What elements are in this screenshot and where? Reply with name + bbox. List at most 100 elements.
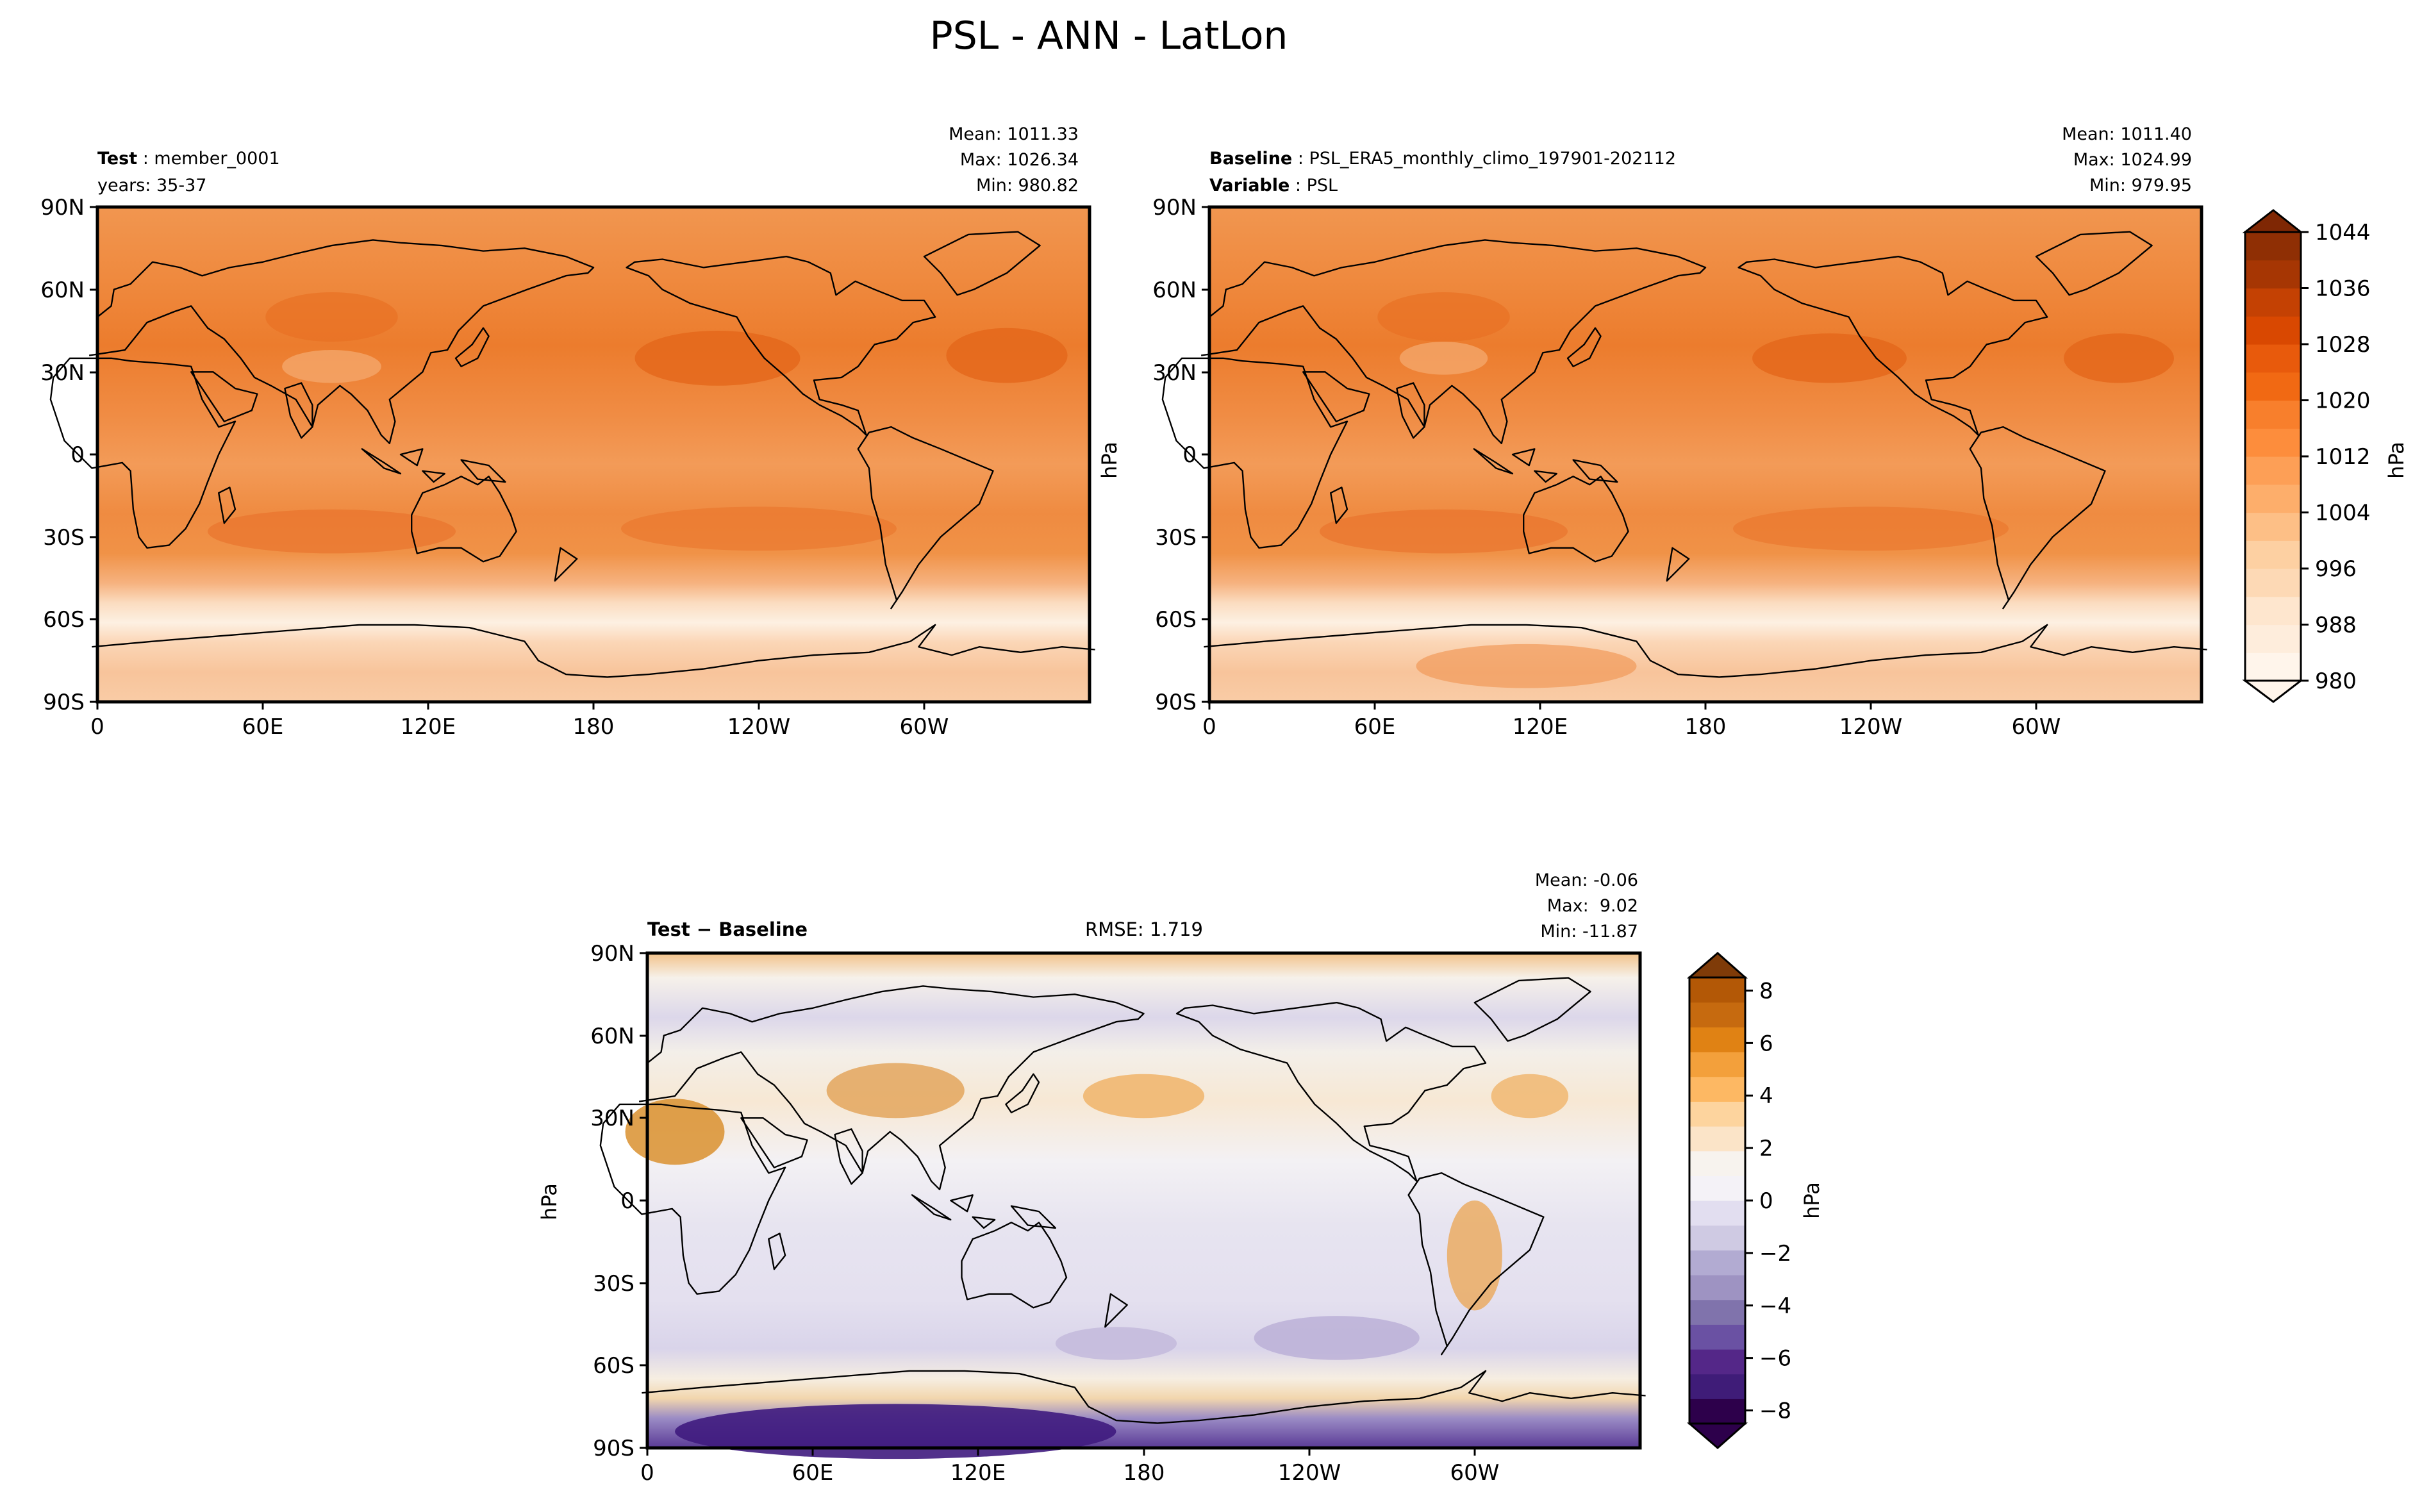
test-min: Min: 980.82 [976,176,1079,195]
baseline-label-colon: : [1292,149,1309,169]
test-xtick-label: 120W [727,714,791,740]
baseline-variable-value: PSL [1307,176,1338,195]
diff-ytick-label: 60N [590,1024,635,1049]
test-label: Test : member_0001 [97,149,280,169]
test-label-value: member_0001 [154,149,279,169]
baseline-xtick-label: 0 [1202,714,1216,740]
diff-panel: Test − Baseline RMSE: 1.719 Mean: -0.06 … [537,870,1646,1486]
baseline-xtick-label: 120W [1839,714,1903,740]
baseline-ytick-label: 0 [1182,442,1197,468]
diff-colorbar-level [1689,1101,1745,1127]
psl-colorbar-level [2245,456,2301,485]
diff-colorbar-level [1689,1052,1745,1077]
diff-colorbar-level [1689,1299,1745,1325]
diff-anom-antarctica [675,1404,1116,1459]
diff-colorbar-levels [1689,977,1745,1424]
test-ytick-label: 30N [40,360,85,386]
baseline-xtick-label: 120E [1513,714,1568,740]
diff-ytick-label: 60S [593,1353,635,1379]
psl-colorbar-tick-label: 1044 [2315,220,2371,245]
diff-colorbar-unit: hPa [1800,1182,1824,1219]
diff-colorbar-level [1689,1399,1745,1424]
test-xtick-label: 60W [900,714,949,740]
diff-ytick-label: 30N [590,1106,635,1131]
diff-colorbar-level [1689,1374,1745,1399]
test-ytick-label: 30S [43,525,85,551]
psl-colorbar-level [2245,624,2301,653]
diff-colorbar-level [1689,1275,1745,1300]
diff-y-axis: 90N 60N 30N 0 30S 60S 90S [590,941,647,1461]
baseline-variable-bold: Variable [1209,176,1290,195]
baseline-xtick-label: 180 [1685,714,1727,740]
psl-colorbar-level [2245,372,2301,401]
test-xtick-label: 60E [242,714,284,740]
diff-mean: Mean: -0.06 [1535,870,1638,890]
diff-xtick-label: 180 [1124,1460,1165,1486]
diff-anom-n-africa [625,1099,725,1165]
diff-anom-s-pacific [1254,1316,1420,1360]
diff-anom-s-america [1447,1200,1502,1311]
psl-colorbar-level [2245,400,2301,429]
test-tibet-low [282,350,381,383]
baseline-variable: Variable : PSL [1209,176,1338,195]
diff-colorbar-level [1689,1200,1745,1226]
diff-xtick-label: 60E [792,1460,834,1486]
baseline-xtick-label: 60E [1354,714,1396,740]
psl-colorbar-level [2245,288,2301,317]
diff-min: Min: -11.87 [1540,922,1638,942]
diff-ytick-label: 90S [593,1436,635,1461]
test-xtick-label: 120E [401,714,456,740]
diff-colorbar-tick-label: 4 [1759,1083,1773,1109]
baseline-xtick-label: 60W [2012,714,2061,740]
baseline-ytick-label: 90S [1155,690,1197,715]
test-high-s-pacific [621,506,897,551]
diff-colorbar-tick-label: −4 [1759,1293,1791,1319]
diff-x-axis: 0 60E 120E 180 120W 60W [640,1448,1499,1486]
test-xtick-label: 0 [90,714,104,740]
diff-colorbar-level [1689,977,1745,1003]
baseline-max: Max: 1024.99 [2073,150,2192,170]
diff-colorbar-tick-label: −2 [1759,1241,1791,1267]
baseline-variable-colon: : [1290,176,1306,195]
test-ytick-label: 60N [40,278,85,303]
psl-colorbar-tick-label: 1028 [2315,332,2371,358]
psl-colorbar-ticks: 980 988 996 1004 1012 1020 1028 1036 1044 [2301,220,2371,694]
diff-colorbar-max-extend [1686,952,1748,979]
baseline-high-s-indian [1320,509,1568,554]
baseline-ytick-label: 60N [1152,278,1197,303]
baseline-x-axis: 0 60E 120E 180 120W 60W [1202,702,2061,740]
diff-colorbar-tick-label: 6 [1759,1031,1773,1056]
baseline-label-value: PSL_ERA5_monthly_climo_197901-202112 [1309,149,1677,169]
diff-colorbar-ticks: −8 −6 −4 −2 0 2 4 6 8 [1745,978,1791,1424]
test-high-n-pacific [635,331,800,386]
test-years: years: 35-37 [97,176,206,195]
psl-colorbar-level [2245,260,2301,289]
diff-colorbar-level [1689,1126,1745,1152]
baseline-label: Baseline : PSL_ERA5_monthly_climo_197901… [1209,149,1676,169]
psl-colorbar-level [2245,512,2301,541]
test-label-bold: Test [97,149,137,169]
psl-colorbar-tick-label: 980 [2315,669,2357,694]
diff-colorbar-level [1689,1349,1745,1375]
diff-rmse: RMSE: 1.719 [1085,918,1203,940]
diff-colorbar-level [1689,1076,1745,1102]
test-ytick-label: 0 [71,442,85,468]
baseline-high-s-pacific [1733,506,2009,551]
diff-unit: hPa [537,1183,561,1220]
baseline-panel: Baseline : PSL_ERA5_monthly_climo_197901… [1097,124,2208,740]
test-high-n-atlantic [946,328,1068,383]
test-y-axis: 90N 60N 30N 0 30S 60S 90S [40,195,97,715]
psl-colorbar-tick-label: 996 [2315,556,2357,582]
diff-colorbar-tick-label: −8 [1759,1399,1791,1424]
test-map-field [97,207,1090,702]
test-xtick-label: 180 [573,714,615,740]
diff-anom-n-pacific [1082,1074,1205,1118]
test-x-axis: 0 60E 120E 180 120W 60W [90,702,949,740]
diff-xtick-label: 0 [640,1460,654,1486]
diff-label: Test − Baseline [647,918,808,940]
diff-colorbar-tick-label: 0 [1759,1188,1773,1214]
test-high-s-indian [208,509,456,554]
psl-colorbar-tick-label: 1020 [2315,388,2371,414]
diff-max: Max: 9.02 [1547,896,1638,916]
